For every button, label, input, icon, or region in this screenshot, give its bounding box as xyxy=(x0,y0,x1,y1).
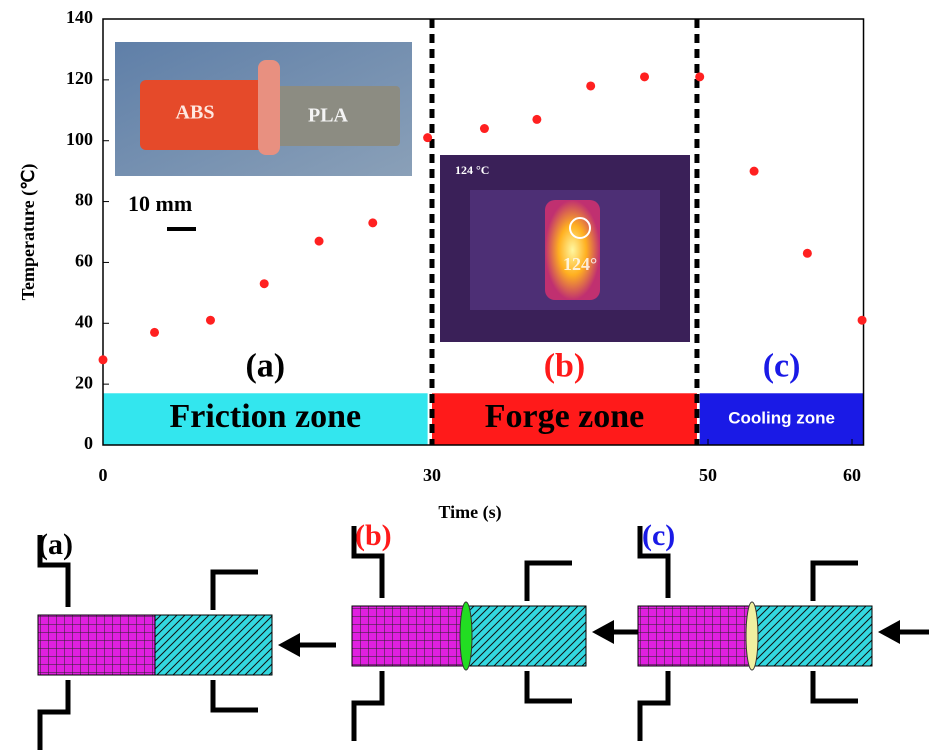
pla-part xyxy=(469,606,586,666)
zone-label: (c) xyxy=(763,348,801,385)
zone-name: Cooling zone xyxy=(728,409,835,428)
clamp xyxy=(527,671,572,701)
data-point xyxy=(750,167,759,176)
data-point xyxy=(586,81,595,90)
data-point xyxy=(260,279,269,288)
clamp xyxy=(213,572,258,610)
data-point xyxy=(150,328,159,337)
scale-label: 10 mm xyxy=(128,191,192,216)
x-tick-label: 60 xyxy=(843,465,861,485)
clamp xyxy=(640,671,668,741)
insets: ABS PLA 10 mm 124 °C 124° xyxy=(115,42,690,342)
data-point xyxy=(423,133,432,142)
zone-name: Forge zone xyxy=(485,398,645,435)
zone-name: Friction zone xyxy=(169,398,361,435)
arrow-head xyxy=(878,620,900,644)
thermal-hot xyxy=(545,200,600,300)
data-point xyxy=(315,237,324,246)
abs-part xyxy=(38,615,155,675)
data-point xyxy=(803,249,812,258)
arrow-head xyxy=(278,633,300,657)
y-tick-label: 80 xyxy=(75,190,93,210)
data-point xyxy=(695,72,704,81)
joint xyxy=(460,602,472,670)
x-tick-label: 30 xyxy=(423,465,441,485)
y-tick-label: 40 xyxy=(75,311,93,331)
y-tick-label: 100 xyxy=(66,129,93,149)
pla-part xyxy=(155,615,272,675)
photo-label: ABS xyxy=(176,102,215,124)
diagram-label: (a) xyxy=(38,528,73,561)
photo-label: PLA xyxy=(308,105,349,127)
x-axis-title: Time (s) xyxy=(438,502,501,523)
clamp xyxy=(813,563,858,601)
diagram-label: (b) xyxy=(355,519,392,552)
data-point xyxy=(368,218,377,227)
y-axis-title: Temperature (℃) xyxy=(18,164,39,301)
clamp xyxy=(527,563,572,601)
data-point xyxy=(480,124,489,133)
pla-part xyxy=(755,606,872,666)
y-tick-label: 120 xyxy=(66,68,93,88)
clamp xyxy=(213,680,258,710)
y-tick-label: 0 xyxy=(84,433,93,453)
zone-label: (b) xyxy=(544,348,586,385)
y-tick-label: 20 xyxy=(75,372,93,392)
data-point xyxy=(640,72,649,81)
figure: Friction zone (a) Forge zone (b) Cooling zon… xyxy=(0,0,929,751)
thermal-spot: 124° xyxy=(563,254,597,274)
flash xyxy=(258,60,280,155)
y-tick-label: 60 xyxy=(75,251,93,271)
y-tick-label: 140 xyxy=(66,7,93,27)
arrow-head xyxy=(592,620,614,644)
clamp xyxy=(813,671,858,701)
diagram-label: (c) xyxy=(642,519,675,552)
joint xyxy=(746,602,758,670)
clamp xyxy=(354,671,382,741)
data-point xyxy=(532,115,541,124)
x-tick-label: 50 xyxy=(699,465,717,485)
diagrams: (a) (b) (c) xyxy=(38,519,929,750)
zone-label: (a) xyxy=(245,348,285,385)
data-point xyxy=(99,355,108,364)
abs-part xyxy=(638,606,755,666)
x-tick-label: 0 xyxy=(99,465,108,485)
abs-part xyxy=(352,606,469,666)
data-point xyxy=(206,316,215,325)
clamp xyxy=(40,680,68,750)
thermal-reading: 124 °C xyxy=(455,163,489,177)
data-point xyxy=(858,316,867,325)
